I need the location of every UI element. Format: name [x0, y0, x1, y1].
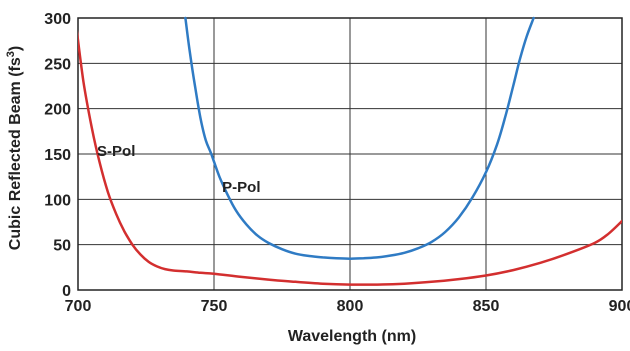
- y-axis-label-main: Cubic Reflected Beam (fs: [7, 57, 24, 250]
- y-axis-label-superscript: 3: [5, 51, 17, 57]
- y-tick-label: 250: [44, 56, 71, 73]
- x-tick-label: 850: [473, 298, 500, 315]
- y-tick-label: 100: [44, 192, 71, 209]
- series-annotations: S-Pol P-Pol: [97, 143, 260, 196]
- x-tick-label: 700: [65, 298, 92, 315]
- x-tick-label: 800: [337, 298, 364, 315]
- x-tick-label: 900: [609, 298, 630, 315]
- x-tick-labels: 700 750 800 850 900: [65, 298, 630, 315]
- y-tick-label: 300: [44, 11, 71, 28]
- y-tick-label: 50: [53, 238, 71, 255]
- plot-frame: [77, 17, 623, 291]
- y-tick-label: 0: [62, 283, 71, 300]
- y-tick-label: 200: [44, 102, 71, 119]
- series-label-s-pol: S-Pol: [97, 143, 135, 160]
- y-tick-labels: 0 50 100 150 200 250 300: [44, 11, 71, 300]
- series-curves: [78, 16, 622, 286]
- y-axis-label-close: ): [7, 46, 24, 51]
- series-line-p-pol: [184, 16, 535, 260]
- y-tick-label: 150: [44, 147, 71, 164]
- series-line-s-pol: [78, 29, 622, 286]
- series-label-p-pol: P-Pol: [222, 179, 260, 196]
- x-tick-label: 750: [201, 298, 228, 315]
- x-axis-label: Wavelength (nm): [288, 328, 416, 345]
- y-axis-label: Cubic Reflected Beam (fs3): [5, 46, 24, 250]
- grid-lines: [78, 18, 622, 290]
